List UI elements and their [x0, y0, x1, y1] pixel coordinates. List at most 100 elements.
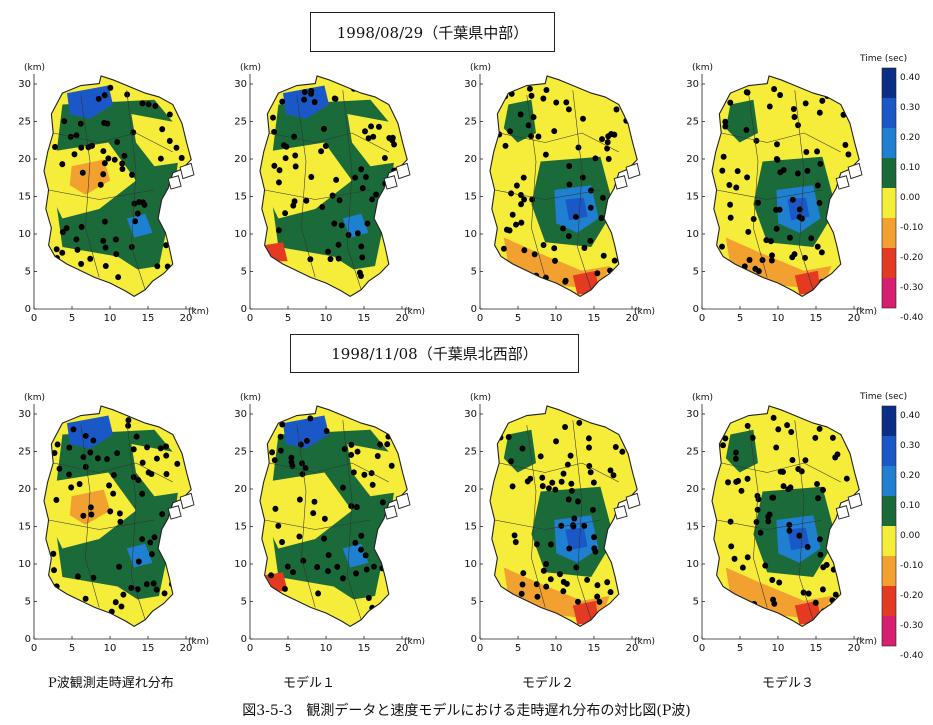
station-dot [319, 203, 326, 211]
station-dot [104, 120, 111, 127]
station-dot [394, 572, 400, 579]
station-dot [373, 191, 380, 198]
station-dot [329, 192, 336, 199]
station-dot [159, 126, 166, 133]
station-dot [560, 470, 567, 477]
y-tick-label: 10 [464, 559, 477, 570]
station-dot [78, 144, 85, 151]
x-tick-label: 5 [285, 643, 291, 654]
station-dot [842, 277, 849, 284]
station-dot [843, 475, 850, 482]
station-dot [757, 529, 764, 536]
x-tick-label: 5 [515, 313, 521, 324]
station-dot [105, 155, 112, 162]
delay-zone [62, 247, 155, 295]
station-dot [842, 141, 849, 148]
station-dot [121, 152, 128, 159]
station-dot [525, 122, 532, 129]
x-tick-label: 0 [31, 313, 37, 324]
x-tick-label: 10 [320, 313, 333, 324]
color-legend-event2: Time (sec) 0.40 0.30 0.20 0.10 0.00 -0.10 -0.20… [860, 392, 924, 661]
map-region [43, 75, 195, 298]
station-dot [839, 601, 846, 608]
station-dot [65, 266, 72, 273]
station-dot [79, 169, 86, 176]
station-dot [817, 160, 824, 167]
station-dot [348, 451, 355, 458]
y-tick-label: 20 [464, 154, 477, 165]
station-dot [592, 155, 599, 162]
y-tick-label: 10 [234, 229, 247, 240]
legend-label: -0.40 [900, 313, 924, 323]
y-tick-label: 0 [241, 304, 247, 315]
station-dot [773, 206, 780, 213]
station-dot [617, 603, 624, 610]
station-dot [53, 496, 60, 503]
station-dot [87, 255, 94, 262]
station-dot [154, 263, 161, 270]
y-tick-label: 15 [234, 522, 247, 533]
station-dot [333, 176, 340, 183]
station-dot [362, 552, 369, 559]
station-dot [512, 539, 519, 546]
x-tick-label: 15 [142, 313, 155, 324]
station-dot [101, 92, 108, 99]
station-dot [292, 152, 299, 159]
station-dot [394, 570, 401, 577]
station-dot [323, 427, 330, 435]
y-tick-label: 25 [234, 117, 247, 128]
station-dot [77, 120, 84, 127]
station-dot [143, 581, 150, 588]
station-dot [61, 118, 68, 125]
y-unit-label: (km) [240, 393, 261, 403]
delay-zone [264, 472, 352, 549]
station-dot [139, 490, 146, 497]
station-dot [743, 89, 750, 96]
delay-zone [131, 114, 187, 167]
station-dot [568, 480, 575, 487]
station-dot [773, 444, 780, 451]
x-tick-label: 15 [588, 313, 601, 324]
legend-label: -0.30 [900, 621, 924, 631]
legend-label: 0.30 [900, 103, 920, 113]
legend-label: 0.40 [900, 411, 920, 421]
map-panel-event1-col2: 0 5 10 15 20 25 30 0 5 10 15 20 (km) (km) [234, 62, 428, 324]
station-dot [727, 99, 734, 106]
station-dot [814, 480, 820, 488]
station-dot [519, 445, 526, 452]
station-dot [147, 539, 154, 546]
x-unit-label: (km) [404, 307, 425, 317]
station-dot [505, 434, 512, 441]
station-dot [598, 215, 605, 222]
station-dot [59, 229, 66, 236]
delay-zone [565, 197, 588, 221]
y-tick-label: 15 [234, 192, 247, 203]
station-dot [585, 435, 592, 442]
station-dot [745, 228, 752, 235]
station-dot [527, 475, 534, 482]
station-dot [148, 551, 155, 558]
station-dot [528, 92, 535, 99]
station-dot [172, 423, 178, 430]
station-dot [730, 594, 737, 601]
station-dot [301, 96, 308, 103]
station-dot [130, 446, 137, 453]
station-dot [562, 278, 569, 285]
station-dot [321, 535, 328, 542]
station-dot [303, 197, 310, 204]
station-dot [78, 223, 85, 231]
station-dot [552, 486, 559, 493]
station-dot [796, 206, 803, 213]
y-tick-label: 5 [241, 597, 247, 608]
station-dot [73, 132, 80, 139]
station-dot [136, 199, 143, 206]
x-tick-label: 0 [477, 643, 483, 654]
station-dot [789, 196, 796, 203]
station-dot [796, 213, 803, 221]
station-dot [369, 196, 375, 203]
station-dot [76, 481, 83, 488]
station-dot [114, 450, 121, 457]
station-dot [611, 131, 618, 138]
station-dot [552, 257, 558, 264]
